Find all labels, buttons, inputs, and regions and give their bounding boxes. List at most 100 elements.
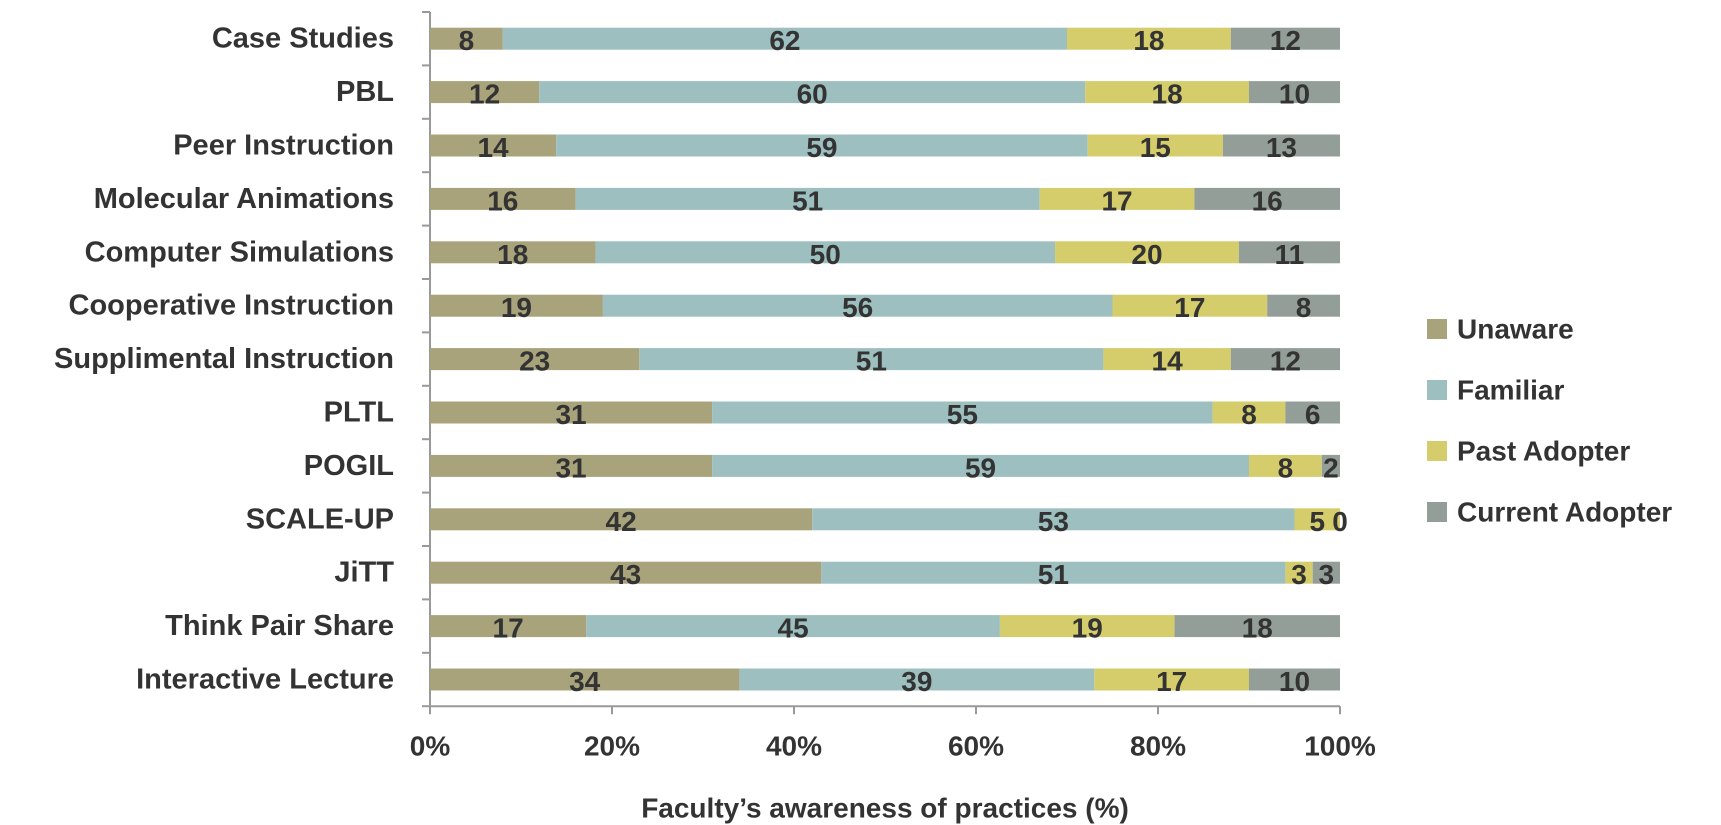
data-label: 14: [1152, 346, 1184, 377]
x-tick-label: 40%: [766, 731, 822, 762]
data-label: 18: [1242, 613, 1273, 644]
bar-segment: [712, 454, 1249, 477]
data-label: 8: [1278, 452, 1294, 483]
bar-segment: [430, 561, 822, 584]
x-tick-label: 100%: [1304, 731, 1376, 762]
data-label: 8: [1296, 292, 1312, 323]
data-label: 18: [1152, 79, 1183, 110]
legend-label: Past Adopter: [1457, 436, 1630, 467]
data-label: 51: [792, 185, 823, 216]
data-label: 17: [1101, 185, 1132, 216]
category-label: Supplimental Instruction: [54, 343, 394, 375]
bar-segment: [712, 401, 1213, 424]
data-label: 12: [1270, 346, 1301, 377]
data-label: 45: [778, 613, 809, 644]
category-label: POGIL: [304, 450, 394, 482]
data-label: 19: [1072, 613, 1103, 644]
category-label: PLTL: [324, 397, 394, 429]
bar-segment: [595, 241, 1056, 264]
bar-segment: [1174, 615, 1340, 638]
bar-segment: [1267, 294, 1340, 317]
legend-label: Unaware: [1457, 314, 1574, 345]
data-label: 16: [1252, 185, 1283, 216]
data-label: 14: [477, 132, 509, 163]
bar-segment: [1085, 81, 1249, 104]
bar-segment: [575, 187, 1040, 210]
data-label: 18: [497, 239, 528, 270]
bar-segment: [1222, 134, 1340, 157]
bar-segment: [430, 615, 587, 638]
category-label: PBL: [336, 76, 394, 108]
legend-label: Current Adopter: [1457, 497, 1672, 528]
bar-segment: [1294, 508, 1340, 531]
data-label: 11: [1275, 239, 1305, 270]
bar-segment: [1238, 241, 1340, 264]
data-label: 60: [797, 79, 828, 110]
data-label: 59: [965, 452, 996, 483]
bar-segment: [1230, 348, 1340, 371]
bar-segment: [1087, 134, 1223, 157]
x-tick-label: 20%: [584, 731, 640, 762]
bar-segment: [430, 294, 603, 317]
bar-segment: [1285, 561, 1313, 584]
bar-segment: [812, 508, 1295, 531]
bar-segment: [1285, 401, 1340, 424]
data-label: 8: [1241, 399, 1257, 430]
x-tick-label: 60%: [948, 731, 1004, 762]
legend-swatch: [1427, 319, 1447, 339]
data-label: 12: [469, 79, 500, 110]
bar-segment: [1321, 454, 1340, 477]
bar-segment: [430, 241, 596, 264]
data-label: 39: [901, 666, 932, 697]
data-label: 53: [1038, 506, 1069, 537]
data-label: 51: [1038, 559, 1069, 590]
bar-segment: [556, 134, 1088, 157]
bar-segment: [1039, 187, 1195, 210]
data-label: 20: [1131, 239, 1162, 270]
bar-segment: [1194, 187, 1340, 210]
bar-segment: [821, 561, 1286, 584]
x-tick-label: 80%: [1130, 731, 1186, 762]
bar-segment: [1230, 27, 1340, 50]
data-label: 10: [1279, 666, 1310, 697]
data-label: 10: [1279, 79, 1310, 110]
bar-segment: [1094, 668, 1249, 691]
legend-label: Familiar: [1457, 375, 1564, 406]
category-label: Think Pair Share: [165, 610, 394, 642]
bar-segment: [430, 348, 640, 371]
data-label: 16: [487, 185, 518, 216]
bar-segment: [430, 454, 713, 477]
legend-swatch: [1427, 441, 1447, 461]
bar-segment: [1249, 81, 1340, 104]
category-label: Cooperative Instruction: [69, 290, 395, 322]
data-label: 12: [1270, 25, 1301, 56]
data-label: 19: [501, 292, 532, 323]
data-label: 18: [1133, 25, 1164, 56]
bar-segment: [430, 187, 576, 210]
data-label: 17: [1174, 292, 1205, 323]
category-label: Molecular Animations: [94, 183, 394, 215]
data-label: 51: [856, 346, 887, 377]
bar-segment: [1312, 561, 1340, 584]
data-label: 62: [769, 25, 800, 56]
bar-segment: [502, 27, 1067, 50]
legend-swatch: [1427, 380, 1447, 400]
category-label: JiTT: [334, 557, 394, 589]
bar-segment: [1249, 454, 1322, 477]
data-label: 34: [569, 666, 601, 697]
data-label: 0: [1332, 506, 1348, 537]
bar-segment: [430, 81, 540, 104]
bar-segment: [1055, 241, 1239, 264]
data-label: 56: [842, 292, 873, 323]
data-label: 17: [493, 613, 524, 644]
bar-segment: [586, 615, 1000, 638]
x-axis-label: Faculty’s awareness of practices (%): [641, 793, 1129, 824]
category-label: Peer Instruction: [173, 130, 394, 162]
data-label: 2: [1323, 452, 1339, 483]
data-label: 6: [1305, 399, 1321, 430]
legend-swatch: [1427, 502, 1447, 522]
data-label: 50: [810, 239, 841, 270]
bar-segment: [430, 401, 713, 424]
data-label: 8: [459, 25, 475, 56]
